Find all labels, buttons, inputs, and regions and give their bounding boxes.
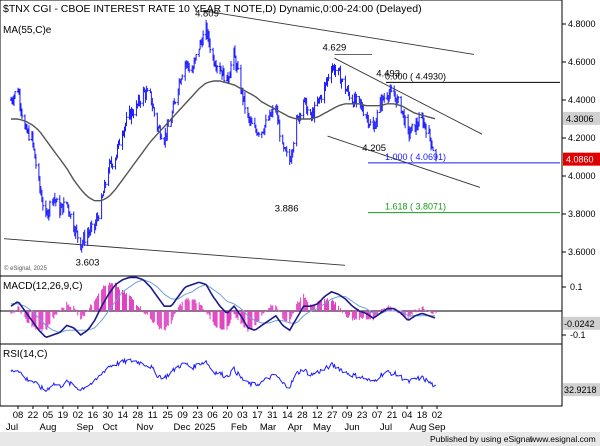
x-day-label: 28 [132, 410, 143, 421]
price-annotation: 4.629 [322, 42, 346, 53]
x-day-label: 09 [342, 410, 353, 421]
macd-line [10, 276, 436, 338]
x-day-label: 04 [402, 410, 413, 421]
price-plot: 0.000 ( 4.4930) 1.000 ( 4.0691) 1.618 ( 3.… [3, 8, 560, 268]
x-day-label: 21 [387, 410, 398, 421]
price-tick-label: 4.6000 [568, 57, 596, 67]
macd-value-tag [563, 316, 600, 330]
x-day-label: 17 [252, 410, 263, 421]
x-month-label: Jul [380, 422, 392, 433]
x-day-label: 02 [432, 410, 443, 421]
price-annotation: 4.809 [195, 8, 219, 19]
x-day-label: 14 [117, 410, 128, 421]
x-day-label: 14 [282, 410, 293, 421]
x-month-label: Sep [429, 422, 446, 433]
rsi-plot [10, 357, 437, 392]
price-tick-label: 4.2000 [568, 133, 596, 143]
x-month-label: Apr [288, 422, 303, 433]
ma-value-tag [563, 111, 600, 125]
ma-value-text: 4.3006 [566, 114, 594, 124]
watermark: © eSignal, 2025 [4, 265, 47, 272]
price-tick-label: 3.6000 [568, 247, 596, 257]
x-month-label: Jun [344, 422, 359, 433]
upper-channel-line [203, 10, 475, 55]
price-annotation: 3.603 [76, 257, 100, 268]
ma-line [11, 80, 436, 202]
lower-channel-line [3, 238, 346, 266]
x-day-label: 31 [267, 410, 278, 421]
x-month-label: Nov [137, 422, 154, 433]
x-day-label: 11 [148, 410, 158, 421]
x-month-label: Mar [260, 422, 276, 433]
price-annotation: 3.886 [275, 204, 299, 215]
x-day-label: 08 [13, 410, 24, 421]
right-axis: 4.8000 4.6000 4.4000 4.2000 4.0000 3.8000 3.60… [562, 19, 600, 397]
x-day-label: 23 [357, 410, 368, 421]
x-day-label: 09 [177, 410, 188, 421]
x-day-label: 20 [222, 410, 233, 421]
x-day-label: 28 [297, 410, 308, 421]
x-day-label: 23 [192, 410, 203, 421]
chart-title: $TNX CGI - CBOE INTEREST RATE 10 YEAR T … [3, 3, 422, 15]
x-month-label: Dec [174, 422, 191, 433]
x-day-label: 30 [102, 410, 113, 421]
x-day-label: 07 [372, 410, 383, 421]
x-day-label: 25 [162, 410, 173, 421]
macd-label: MACD(12,26,9,C) [3, 281, 82, 292]
x-month-label: Sep [77, 422, 94, 433]
x-day-label: 22 [28, 410, 39, 421]
x-day-label: 16 [88, 410, 99, 421]
footer-text: Published by using eSignal [430, 434, 532, 444]
price-annotation: 4.493 [376, 68, 400, 79]
x-month-label: Aug [410, 422, 427, 433]
price-panel: 0.000 ( 4.4930) 1.000 ( 4.0691) 1.618 ( 3.… [0, 0, 563, 277]
x-day-label: 27 [327, 410, 338, 421]
x-month-label: Aug [40, 422, 57, 433]
x-day-label: 18 [417, 410, 428, 421]
price-tick-label: 3.8000 [568, 209, 596, 219]
descending-channel-upper [334, 57, 483, 135]
rsi-value-text: 32.9218 [564, 385, 597, 395]
price-annotation: 4.205 [362, 143, 386, 154]
rsi-line [10, 357, 437, 392]
last-price-text: 4.0860 [566, 155, 594, 165]
rsi-panel: RSI(14,C) [0, 343, 563, 407]
price-tick-label: 4.4000 [568, 95, 596, 105]
x-axis: 08 22 05 19 02 16 30 14 28 11 25 09 23 06 20 03 17 31 14 28… [6, 406, 446, 433]
macd-value-text: -0.0242 [564, 319, 595, 329]
rsi-label: RSI(14,C) [3, 349, 47, 360]
price-tick-label: 4.8000 [568, 19, 596, 29]
macd-tick-label: -0.1 [570, 330, 586, 340]
footer-site: www.esignal.com [529, 434, 596, 444]
fib-label: 1.618 ( 3.8071) [385, 202, 446, 212]
descending-channel-lower [327, 135, 481, 188]
x-day-label: 02 [73, 410, 84, 421]
macd-tick-label: 0.1 [570, 282, 583, 292]
x-day-label: 05 [43, 410, 54, 421]
macd-plot [0, 276, 562, 338]
x-day-label: 19 [58, 410, 69, 421]
ma-label: MA(55,C)e [3, 25, 52, 36]
x-day-label: 06 [207, 410, 218, 421]
rsi-value-tag [563, 383, 600, 397]
x-month-label: 2025 [194, 422, 215, 433]
fib-label: 0.000 ( 4.4930) [385, 71, 446, 81]
x-month-label: Jul [6, 422, 18, 433]
price-tick-label: 4.0000 [568, 171, 596, 181]
x-month-label: May [313, 422, 331, 433]
macd-panel: MACD(12,26,9,C) [0, 275, 563, 345]
macd-signal-line [11, 279, 435, 333]
last-price-tag [563, 152, 600, 166]
x-month-label: Oct [103, 422, 118, 433]
x-day-label: 03 [237, 410, 248, 421]
x-month-label: Feb [231, 422, 247, 433]
fib-label: 1.000 ( 4.0691) [385, 152, 446, 162]
x-day-label: 12 [312, 410, 323, 421]
